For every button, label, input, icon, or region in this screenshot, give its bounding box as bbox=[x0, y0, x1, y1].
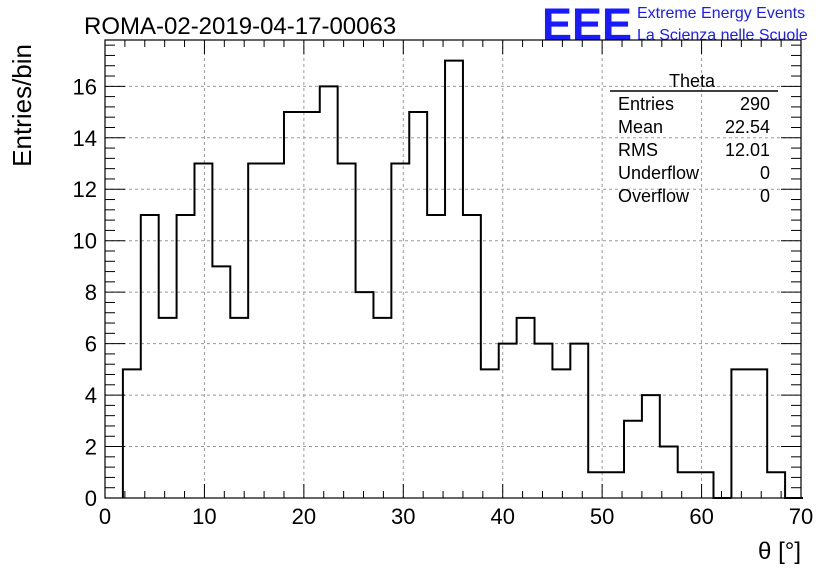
stats-value-overflow: 0 bbox=[760, 186, 770, 206]
x-tick-label: 10 bbox=[192, 504, 216, 529]
histogram-outline bbox=[121, 59, 803, 499]
y-axis-label: Entries/bin bbox=[7, 44, 37, 167]
x-tick-label: 60 bbox=[689, 504, 713, 529]
run-title: ROMA-02-2019-04-17-00063 bbox=[84, 13, 396, 40]
stats-title: Theta bbox=[669, 71, 716, 91]
grid-lines bbox=[105, 40, 801, 498]
stats-label-entries: Entries bbox=[618, 94, 674, 114]
axis-ticks bbox=[104, 40, 802, 499]
stats-value-underflow: 0 bbox=[760, 163, 770, 183]
y-tick-label: 2 bbox=[85, 435, 97, 460]
x-tick-label: 20 bbox=[292, 504, 316, 529]
y-tick-label: 14 bbox=[73, 126, 97, 151]
stats-value-mean: 22.54 bbox=[725, 117, 770, 137]
x-tick-label: 30 bbox=[391, 504, 415, 529]
y-tick-label: 10 bbox=[73, 229, 97, 254]
y-tick-label: 0 bbox=[85, 486, 97, 511]
logo-line-2: La Scienza nelle Scuole bbox=[637, 27, 808, 44]
x-tick-label: 50 bbox=[590, 504, 614, 529]
plot-frame bbox=[104, 39, 802, 499]
stats-label-mean: Mean bbox=[618, 117, 663, 137]
y-tick-label: 16 bbox=[73, 74, 97, 99]
tick-labels: 0 10 20 30 40 50 60 70 0 2 4 6 8 10 12 14 16 bbox=[73, 74, 814, 529]
x-tick-label: 40 bbox=[490, 504, 514, 529]
logo-line-1: Extreme Energy Events bbox=[637, 5, 805, 22]
y-tick-label: 8 bbox=[85, 280, 97, 305]
stats-value-rms: 12.01 bbox=[725, 140, 770, 160]
y-tick-label: 6 bbox=[85, 332, 97, 357]
eee-logo: EEE bbox=[542, 0, 632, 50]
stats-label-overflow: Overflow bbox=[618, 186, 690, 206]
y-tick-label: 4 bbox=[85, 383, 97, 408]
stats-value-entries: 290 bbox=[740, 94, 770, 114]
stats-label-underflow: Underflow bbox=[618, 163, 700, 183]
x-tick-label: 70 bbox=[789, 504, 813, 529]
x-axis-label: θ [°] bbox=[758, 538, 801, 565]
stats-box: Theta Entries 290 Mean 22.54 RMS 12.01 U… bbox=[610, 71, 778, 206]
y-tick-label: 12 bbox=[73, 177, 97, 202]
stats-label-rms: RMS bbox=[618, 140, 658, 160]
x-tick-label: 0 bbox=[99, 504, 111, 529]
